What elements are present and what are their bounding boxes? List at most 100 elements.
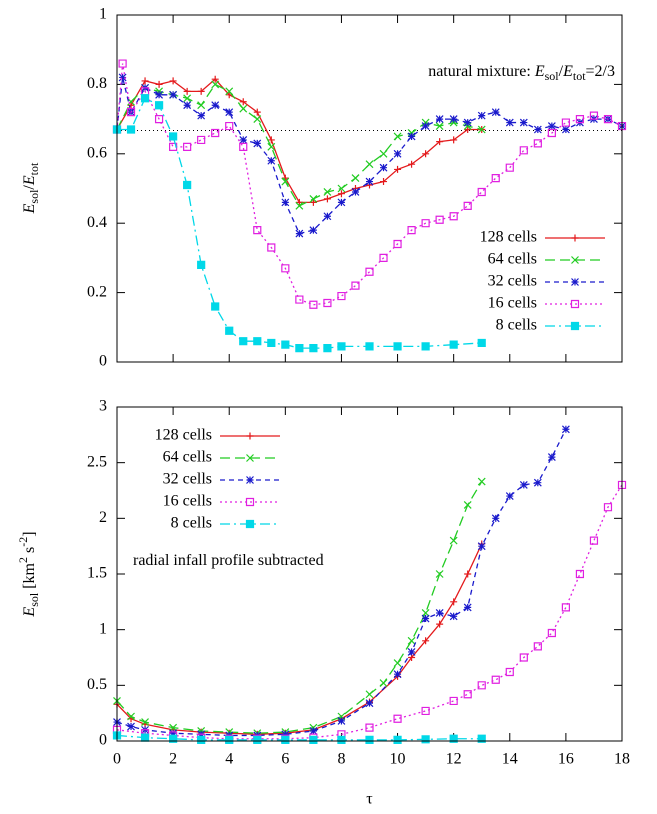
y-tick-label: 0.4 [87, 214, 107, 231]
marker [309, 226, 318, 235]
marker [561, 603, 570, 612]
marker [491, 675, 500, 684]
marker [547, 628, 556, 638]
marker [421, 342, 430, 351]
marker [617, 480, 627, 490]
marker [281, 735, 290, 744]
x-tick-label: 8 [337, 751, 345, 768]
marker [533, 642, 542, 651]
series-line [116, 63, 623, 306]
text-part: E [21, 175, 38, 186]
marker [309, 194, 318, 203]
x-tick-label: 4 [225, 751, 233, 768]
marker [183, 142, 192, 151]
marker [155, 90, 164, 99]
marker [118, 73, 127, 82]
marker [393, 132, 402, 141]
marker [561, 125, 570, 134]
y-tick-label: 1.5 [87, 565, 107, 582]
y-axis-label: Esol/Etot [21, 162, 41, 214]
marker [225, 735, 234, 744]
text-part: E [562, 63, 573, 80]
marker [365, 690, 374, 699]
marker [421, 614, 430, 623]
marker [477, 681, 486, 690]
marker [211, 302, 220, 311]
marker [183, 87, 191, 95]
marker [365, 177, 374, 186]
marker [245, 519, 255, 529]
marker [571, 256, 579, 264]
marker [118, 59, 127, 68]
y-tick-label: 0 [99, 353, 107, 370]
legend-label: 32 cells [163, 471, 212, 488]
y-tick-label: 0.2 [87, 283, 107, 300]
marker [603, 115, 613, 124]
marker [127, 722, 135, 731]
marker [337, 735, 346, 744]
marker [245, 497, 255, 507]
marker [141, 77, 149, 85]
marker [477, 125, 486, 134]
marker [570, 299, 580, 309]
marker [449, 612, 458, 621]
x-tick-label: 12 [446, 751, 462, 768]
marker [575, 115, 585, 124]
marker [533, 125, 542, 134]
marker [295, 344, 304, 353]
marker [436, 620, 444, 628]
marker [281, 198, 290, 207]
marker [197, 260, 206, 269]
marker [183, 101, 192, 110]
x-axis-label: τ [366, 791, 373, 808]
marker [246, 454, 254, 462]
marker [519, 118, 528, 127]
marker [365, 342, 374, 351]
text-part: E [21, 203, 38, 214]
marker [561, 425, 570, 434]
marker [126, 125, 136, 134]
y-tick-label: 1 [99, 6, 107, 23]
plot-frame [116, 14, 623, 363]
marker [491, 514, 500, 523]
marker [421, 706, 430, 716]
text-part: sol [27, 189, 41, 204]
text-part: ] [21, 531, 38, 536]
series-line [116, 77, 623, 235]
marker [267, 243, 276, 252]
marker [169, 132, 178, 141]
legend-label: 128 cells [155, 427, 212, 444]
marker [295, 201, 304, 210]
marker [197, 735, 206, 744]
marker [449, 536, 458, 545]
series-line [116, 78, 482, 204]
marker [295, 295, 304, 304]
marker [393, 149, 402, 158]
marker [394, 165, 402, 173]
marker [253, 139, 262, 148]
legend-label: 8 cells [171, 515, 212, 532]
marker [295, 229, 304, 238]
marker [267, 136, 275, 144]
marker [477, 111, 486, 120]
marker [127, 97, 135, 106]
x-tick-label: 2 [169, 751, 177, 768]
marker [246, 476, 254, 484]
marker [309, 344, 318, 353]
text-part: E [21, 607, 38, 618]
marker [435, 609, 444, 617]
annotation: radial infall profile subtracted [133, 552, 324, 569]
marker [519, 653, 528, 662]
marker [464, 570, 472, 578]
marker [323, 298, 332, 308]
marker [281, 177, 290, 186]
marker [463, 201, 472, 210]
text-part: sol [27, 592, 41, 607]
text-part: / [21, 185, 38, 190]
marker [421, 122, 430, 130]
marker [169, 723, 178, 732]
marker [575, 569, 585, 579]
x-tick-label: 16 [558, 751, 574, 768]
marker [225, 108, 234, 117]
marker [533, 478, 542, 487]
